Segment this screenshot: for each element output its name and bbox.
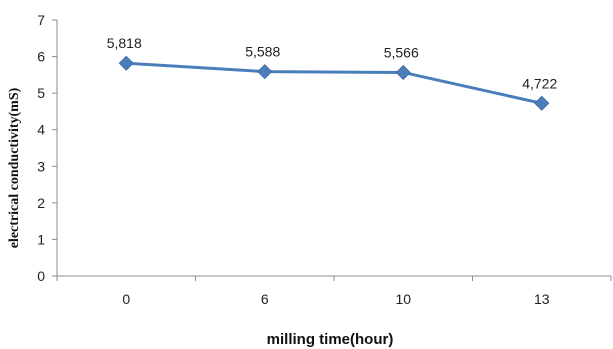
y-tick-label: 0	[37, 268, 45, 284]
x-ticks: 0 6 10 13	[56, 276, 612, 307]
data-point	[534, 95, 550, 111]
data-point	[118, 55, 134, 71]
y-ticks: 0 1 2 3 4 5 6 7	[37, 12, 57, 284]
y-tick-label: 2	[37, 195, 45, 211]
y-tick-label: 3	[37, 158, 45, 174]
series-line	[126, 61, 543, 105]
data-labels: 5,818 5,588 5,566 4,722	[107, 35, 558, 91]
axes	[56, 20, 611, 277]
x-tick-label: 10	[395, 291, 411, 307]
y-tick-label: 4	[37, 122, 45, 138]
x-axis-label: milling time(hour)	[267, 331, 394, 348]
y-tick-label: 6	[37, 49, 45, 65]
data-label: 5,566	[384, 44, 419, 60]
data-label: 4,722	[522, 75, 557, 91]
x-tick-label: 13	[534, 291, 550, 307]
y-axis-label: electrical conductivity(mS)	[7, 87, 22, 248]
y-tick-label: 1	[37, 231, 45, 247]
x-tick-label: 6	[261, 291, 269, 307]
data-label: 5,818	[107, 35, 142, 51]
series	[118, 55, 550, 111]
y-tick-label: 7	[37, 12, 45, 28]
y-tick-label: 5	[37, 85, 45, 101]
data-label: 5,588	[245, 44, 280, 60]
data-point	[257, 64, 273, 80]
data-point	[395, 64, 411, 81]
x-tick-label: 0	[122, 291, 130, 307]
